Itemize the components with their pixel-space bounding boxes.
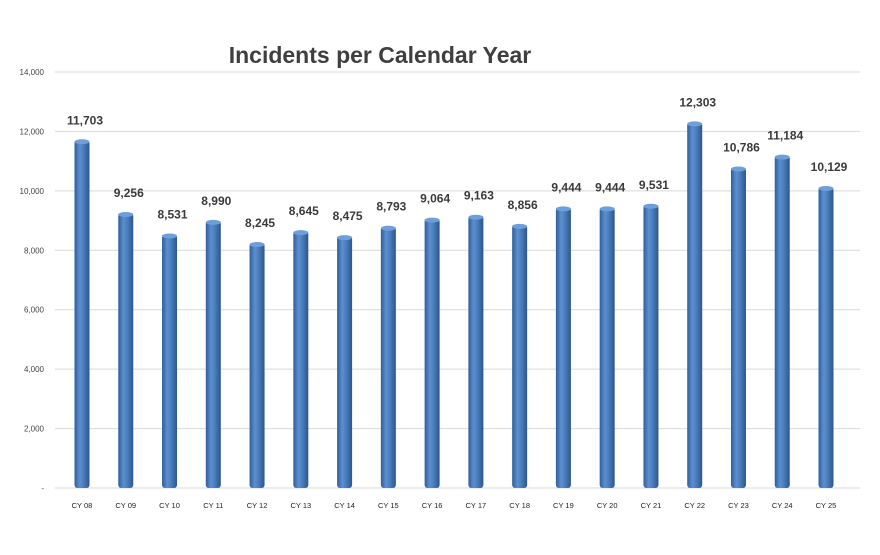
- bar: [293, 231, 309, 488]
- x-category-label: CY 08: [72, 501, 93, 510]
- x-category-label: CY 10: [159, 501, 180, 510]
- gridlines: [55, 71, 860, 489]
- x-category-label: CY 09: [115, 501, 136, 510]
- bar: [555, 207, 571, 488]
- data-label: 9,444: [595, 180, 625, 194]
- bar: [118, 212, 134, 488]
- bar-cap: [293, 230, 309, 236]
- bar-cap: [249, 242, 265, 248]
- x-category-label: CY 19: [553, 501, 574, 510]
- x-category-label: CY 12: [247, 501, 268, 510]
- bar: [599, 207, 615, 488]
- data-label: 11,184: [767, 129, 803, 143]
- y-tick-label: 4,000: [24, 365, 45, 374]
- data-label: 8,645: [289, 204, 319, 218]
- bar: [424, 218, 440, 488]
- y-tick-label: 10,000: [20, 187, 45, 196]
- data-label: 8,475: [333, 209, 363, 223]
- x-category-label: CY 17: [466, 501, 487, 510]
- x-axis-categories: CY 08 CY 09 CY 10 CY 11 CY 12 CY 13 CY 14 CY 15…: [72, 501, 837, 510]
- data-label: 9,256: [114, 186, 144, 200]
- bar-cap: [337, 235, 353, 241]
- data-label: 9,444: [551, 180, 581, 194]
- x-category-label: CY 15: [378, 501, 399, 510]
- bar-cap: [74, 139, 90, 145]
- x-category-label: CY 25: [816, 501, 837, 510]
- bar: [249, 243, 265, 488]
- bar: [337, 236, 353, 488]
- chart-title: Incidents per Calendar Year: [228, 42, 532, 68]
- bar-cap: [118, 211, 134, 217]
- data-label: 9,531: [639, 178, 669, 192]
- y-tick-label: 2,000: [24, 425, 45, 434]
- bar-cap: [424, 217, 440, 223]
- y-tick-label: 12,000: [20, 127, 45, 136]
- x-category-label: CY 11: [203, 501, 223, 510]
- x-category-label: CY 14: [334, 501, 355, 510]
- data-label: 11,703: [67, 113, 103, 127]
- bar-cap: [162, 233, 178, 239]
- x-category-label: CY 23: [728, 501, 749, 510]
- bar-cap: [687, 121, 703, 127]
- data-label: 8,793: [376, 200, 406, 214]
- x-category-label: CY 21: [641, 501, 662, 510]
- x-category-label: CY 20: [597, 501, 618, 510]
- bar: [205, 220, 221, 488]
- bar-cap: [730, 166, 746, 172]
- bar: [643, 204, 659, 488]
- bar-cap: [555, 206, 571, 212]
- bar-cap: [380, 225, 396, 231]
- data-label: 8,856: [508, 198, 538, 212]
- y-tick-label: 6,000: [24, 306, 45, 315]
- data-label: 10,786: [723, 141, 760, 155]
- bar: [380, 226, 396, 488]
- bar: [818, 187, 834, 489]
- bar-cap: [205, 219, 221, 225]
- x-category-label: CY 13: [290, 501, 311, 510]
- x-category-label: CY 22: [684, 501, 705, 510]
- x-category-label: CY 18: [509, 501, 530, 510]
- bar-cap: [512, 223, 528, 229]
- bar: [162, 234, 178, 488]
- x-category-label: CY 24: [772, 501, 793, 510]
- bar-cap: [818, 186, 834, 192]
- bar: [687, 122, 703, 488]
- data-label: 8,531: [158, 208, 188, 222]
- data-label: 8,990: [201, 194, 231, 208]
- bar: [74, 140, 90, 488]
- data-label: 12,303: [679, 95, 716, 109]
- bar-cap: [643, 203, 659, 209]
- bar-cap: [774, 154, 790, 160]
- bar: [512, 224, 528, 488]
- data-label: 10,129: [811, 160, 848, 174]
- y-tick-label: -: [41, 484, 44, 493]
- y-tick-label: 14,000: [20, 68, 45, 77]
- bar: [730, 167, 746, 488]
- data-label: 9,064: [420, 192, 450, 206]
- bar: [468, 215, 484, 488]
- x-category-label: CY 16: [422, 501, 443, 510]
- bar-cap: [468, 214, 484, 220]
- data-label: 9,163: [464, 189, 494, 203]
- data-label: 8,245: [245, 216, 275, 230]
- bar-cap: [599, 206, 615, 212]
- data-labels: 11,703 9,256 8,531 8,990 8,245 8,645 8,475 8,79…: [67, 95, 848, 230]
- bars: [74, 121, 834, 489]
- bar: [774, 155, 790, 489]
- y-tick-label: 8,000: [24, 246, 45, 255]
- y-axis-ticks: - 2,000 4,000 6,000 8,000 10,000 12,000 14,000: [20, 68, 45, 493]
